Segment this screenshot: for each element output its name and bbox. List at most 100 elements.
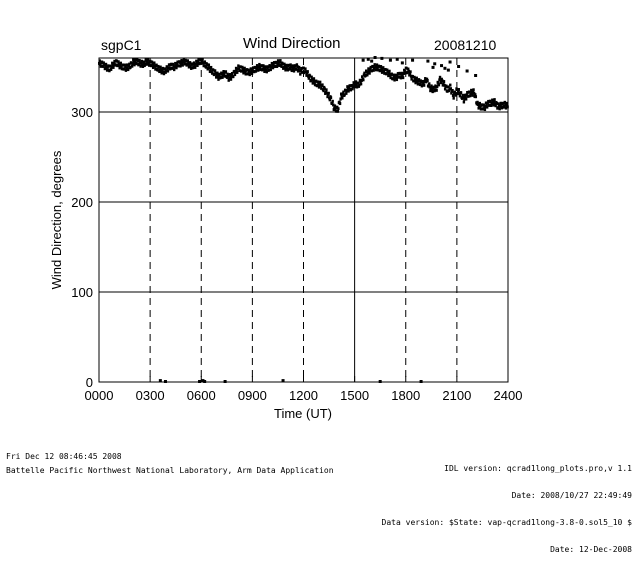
data-point [431, 65, 435, 69]
data-point [336, 109, 339, 113]
data-point [429, 86, 433, 90]
data-point [397, 75, 401, 79]
data-point [244, 72, 247, 76]
data-point [505, 101, 509, 105]
data-point [243, 66, 246, 70]
data-point [321, 83, 324, 87]
data-point [422, 83, 426, 87]
data-point [375, 63, 379, 67]
data-point [276, 59, 280, 63]
data-point [171, 62, 175, 66]
date-label: 20081210 [434, 37, 497, 53]
data-point [389, 76, 392, 80]
data-point [151, 61, 154, 65]
data-point [249, 67, 253, 71]
data-point [156, 68, 159, 72]
data-point [207, 63, 211, 67]
data-point [192, 61, 196, 65]
data-point [301, 70, 304, 74]
data-point [379, 65, 383, 69]
data-point [452, 96, 455, 100]
data-point [454, 93, 457, 97]
data-point [307, 76, 311, 80]
data-point [381, 68, 384, 72]
data-point [292, 69, 296, 73]
data-point [370, 59, 374, 63]
data-point [382, 66, 385, 70]
data-point [468, 90, 471, 94]
data-point [237, 64, 240, 68]
data-point [355, 85, 359, 89]
grid-layer [99, 58, 508, 382]
data-point [312, 77, 316, 81]
data-point [401, 76, 405, 80]
data-point [415, 76, 418, 80]
data-point [222, 70, 225, 74]
data-point [378, 64, 381, 68]
data-point [503, 104, 506, 108]
data-point [447, 89, 451, 93]
data-point [435, 85, 439, 89]
data-point [230, 72, 234, 76]
data-point [278, 63, 281, 67]
y-axis-label: Wind Direction, degrees [49, 150, 64, 289]
data-point [232, 75, 235, 79]
data-point [476, 100, 479, 104]
data-point [462, 95, 465, 99]
data-point [392, 74, 396, 78]
data-point [171, 66, 174, 70]
data-point [433, 62, 437, 66]
data-point [178, 60, 182, 64]
data-point [213, 69, 217, 73]
data-point [430, 84, 433, 88]
data-point [485, 105, 489, 109]
data-point [122, 67, 126, 71]
data-point [362, 78, 365, 82]
data-point [227, 78, 230, 82]
data-point [404, 71, 407, 75]
data-point [484, 101, 488, 105]
data-point [124, 68, 128, 72]
data-point [174, 61, 177, 65]
data-point [467, 94, 470, 98]
data-point [281, 379, 285, 383]
x-tick-label: 0900 [238, 388, 267, 403]
x-axis-label: Time (UT) [274, 406, 332, 421]
data-point [119, 63, 122, 67]
data-point [386, 70, 389, 74]
data-point [451, 93, 455, 97]
data-point [493, 102, 497, 106]
data-point [196, 63, 199, 67]
x-tick-label: 0600 [187, 388, 216, 403]
data-point [287, 63, 291, 67]
data-point [192, 65, 195, 69]
data-point [271, 66, 275, 70]
data-point [128, 62, 131, 66]
data-point [466, 90, 469, 94]
data-point [259, 68, 262, 72]
data-point [498, 107, 501, 111]
data-point [299, 68, 303, 72]
data-point [182, 57, 186, 61]
data-point [104, 62, 108, 66]
data-point [440, 64, 444, 68]
data-point [238, 69, 241, 73]
data-point [331, 99, 334, 103]
data-point [386, 68, 389, 72]
data-point [262, 64, 265, 68]
data-point [342, 90, 345, 94]
data-point [226, 74, 230, 78]
data-point [394, 73, 397, 77]
y-tick-label: 200 [71, 195, 93, 210]
data-point [445, 84, 448, 88]
data-point [260, 64, 263, 68]
data-point [170, 62, 173, 66]
data-point [129, 65, 132, 69]
data-point [202, 64, 205, 68]
data-point [140, 61, 143, 65]
data-point [322, 89, 325, 93]
data-point [201, 379, 205, 383]
data-point [297, 65, 301, 69]
data-point [132, 58, 135, 62]
data-point [195, 59, 198, 63]
